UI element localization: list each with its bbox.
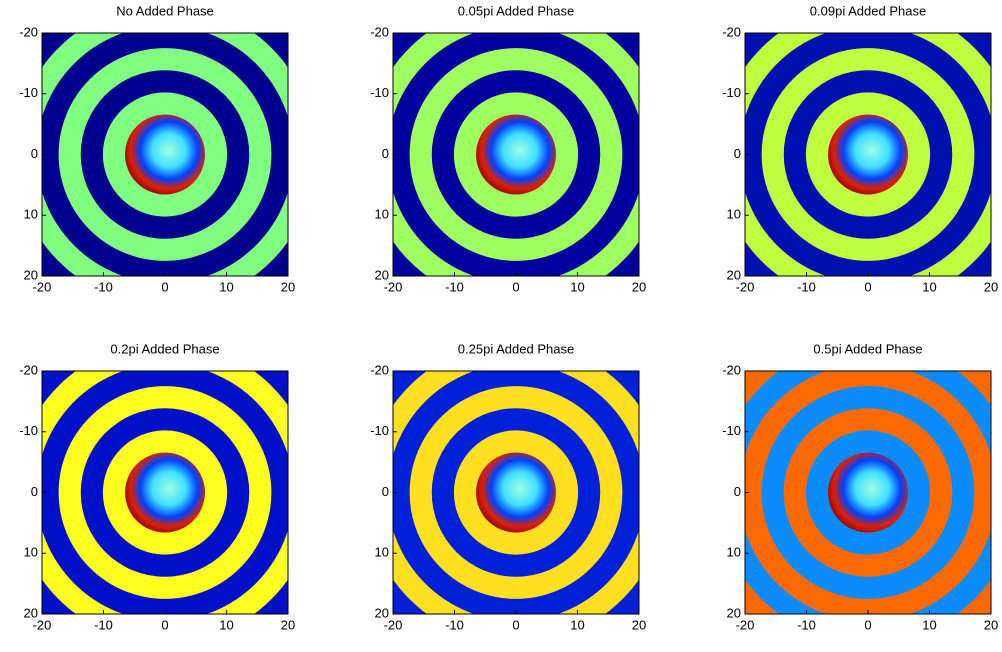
- x-tick-label: 10: [219, 279, 233, 294]
- x-tick-label: -20: [736, 279, 755, 294]
- y-tick-label: -20: [19, 24, 38, 39]
- x-tick-label: -10: [797, 279, 816, 294]
- subplot-title: 0.5pi Added Phase: [813, 341, 922, 356]
- y-tick-label: 10: [375, 207, 389, 222]
- y-tick-label: 20: [727, 605, 741, 620]
- image: [745, 371, 991, 614]
- x-tick-label: 0: [161, 279, 168, 294]
- x-tick-label: 10: [570, 617, 584, 632]
- image: [745, 33, 991, 276]
- subplot-title: No Added Phase: [116, 3, 214, 18]
- y-tick-label: 0: [31, 484, 38, 499]
- y-tick-label: -20: [370, 24, 389, 39]
- y-tick-label: 20: [375, 605, 389, 620]
- x-tick-label: 20: [281, 279, 295, 294]
- y-tick-label: -10: [722, 85, 741, 100]
- x-tick-label: -10: [797, 617, 816, 632]
- y-tick-label: -10: [370, 423, 389, 438]
- y-tick-label: 10: [727, 207, 741, 222]
- x-tick-label: 10: [922, 617, 936, 632]
- subplot-title: 0.2pi Added Phase: [110, 341, 219, 356]
- y-tick-label: -20: [19, 362, 38, 377]
- x-tick-label: 0: [864, 617, 871, 632]
- x-tick-label: 20: [632, 279, 646, 294]
- image: [393, 371, 639, 614]
- y-tick-label: -20: [722, 24, 741, 39]
- vortex: [476, 114, 556, 195]
- subplot-title: 0.05pi Added Phase: [458, 3, 574, 18]
- y-tick-label: -20: [722, 362, 741, 377]
- y-tick-label: -20: [370, 362, 389, 377]
- y-tick-label: 10: [24, 545, 38, 560]
- x-tick-label: 10: [922, 279, 936, 294]
- x-tick-label: -10: [445, 279, 464, 294]
- x-tick-label: -10: [445, 617, 464, 632]
- y-tick-label: 0: [382, 484, 389, 499]
- subplot-title: 0.09pi Added Phase: [810, 3, 926, 18]
- x-tick-label: 20: [984, 279, 998, 294]
- vortex: [125, 452, 205, 533]
- y-tick-label: 10: [375, 545, 389, 560]
- y-tick-label: -10: [722, 423, 741, 438]
- x-tick-label: -10: [94, 617, 113, 632]
- y-tick-label: 0: [382, 146, 389, 161]
- y-tick-label: 0: [31, 146, 38, 161]
- y-tick-label: 10: [24, 207, 38, 222]
- x-tick-label: 20: [281, 617, 295, 632]
- y-tick-label: -10: [19, 85, 38, 100]
- x-tick-label: 10: [570, 279, 584, 294]
- x-tick-label: 10: [219, 617, 233, 632]
- y-tick-label: -10: [370, 85, 389, 100]
- y-tick-label: 20: [375, 267, 389, 282]
- x-tick-label: -20: [384, 279, 403, 294]
- vortex: [125, 114, 205, 195]
- image: [42, 33, 288, 276]
- x-tick-label: 0: [512, 279, 519, 294]
- x-tick-label: 0: [864, 279, 871, 294]
- x-tick-label: -10: [94, 279, 113, 294]
- x-tick-label: -20: [33, 617, 52, 632]
- y-tick-label: 0: [734, 484, 741, 499]
- y-tick-label: -10: [19, 423, 38, 438]
- vortex: [828, 114, 908, 195]
- x-tick-label: 0: [512, 617, 519, 632]
- y-tick-label: 0: [734, 146, 741, 161]
- image: [393, 33, 639, 276]
- vortex: [476, 452, 556, 533]
- x-tick-label: -20: [384, 617, 403, 632]
- image: [42, 371, 288, 614]
- y-tick-label: 20: [24, 267, 38, 282]
- y-tick-label: 20: [727, 267, 741, 282]
- vortex: [828, 452, 908, 533]
- y-tick-label: 10: [727, 545, 741, 560]
- x-tick-label: 0: [161, 617, 168, 632]
- x-tick-label: -20: [33, 279, 52, 294]
- y-tick-label: 20: [24, 605, 38, 620]
- x-tick-label: -20: [736, 617, 755, 632]
- x-tick-label: 20: [984, 617, 998, 632]
- subplot-title: 0.25pi Added Phase: [458, 341, 574, 356]
- x-tick-label: 20: [632, 617, 646, 632]
